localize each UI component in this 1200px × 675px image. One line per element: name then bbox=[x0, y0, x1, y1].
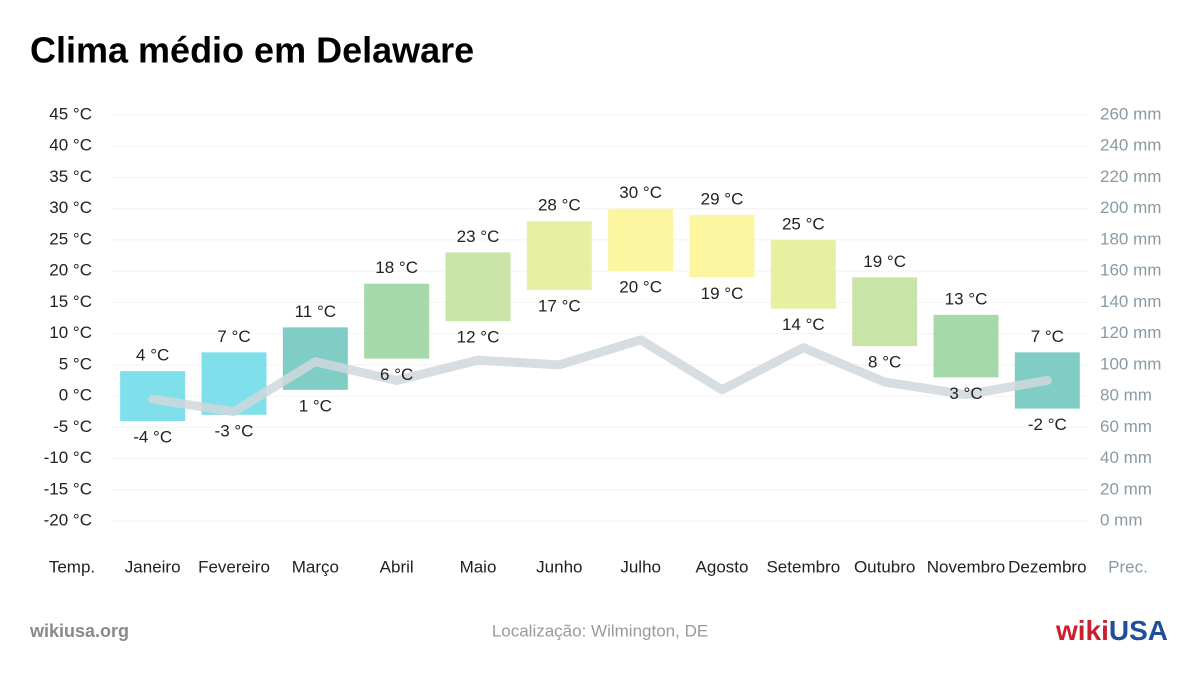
precipitation-line bbox=[148, 335, 1052, 417]
y2-tick-label: 40 mm bbox=[1100, 448, 1152, 467]
min-label: 3 °C bbox=[949, 384, 982, 403]
logo-wiki: wiki bbox=[1055, 615, 1109, 646]
y-tick-label: 0 °C bbox=[59, 386, 92, 405]
x-tick-label: Setembro bbox=[766, 557, 840, 576]
y-tick-label: 30 °C bbox=[49, 198, 92, 217]
y-tick-label: 40 °C bbox=[49, 136, 92, 155]
max-label: 28 °C bbox=[538, 196, 581, 215]
min-label: -3 °C bbox=[215, 421, 254, 440]
min-label: 8 °C bbox=[868, 353, 901, 372]
y-tick-label: 35 °C bbox=[49, 167, 92, 186]
temp-bar bbox=[933, 314, 999, 378]
x-tick-label: Maio bbox=[460, 557, 497, 576]
x-tick-label: Dezembro bbox=[1008, 557, 1086, 576]
y-tick-label: 20 °C bbox=[49, 261, 92, 280]
min-label: 1 °C bbox=[299, 396, 332, 415]
logo-usa: USA bbox=[1109, 615, 1168, 646]
min-label: 6 °C bbox=[380, 365, 413, 384]
min-label: 19 °C bbox=[701, 284, 744, 303]
y2-tick-label: 180 mm bbox=[1100, 229, 1161, 248]
y2-tick-label: 0 mm bbox=[1100, 510, 1143, 529]
temp-bar bbox=[852, 277, 918, 347]
x-tick-label: Junho bbox=[536, 557, 582, 576]
y2-tick-label: 60 mm bbox=[1100, 417, 1152, 436]
max-label: 4 °C bbox=[136, 346, 169, 365]
x-tick-label: Janeiro bbox=[125, 557, 181, 576]
y2-tick-label: 80 mm bbox=[1100, 386, 1152, 405]
max-label: 23 °C bbox=[457, 227, 500, 246]
y2-tick-label: 260 mm bbox=[1100, 104, 1161, 123]
max-label: 11 °C bbox=[295, 302, 336, 321]
max-label: 7 °C bbox=[217, 327, 250, 346]
y2-axis-label: Prec. bbox=[1108, 557, 1148, 576]
y-tick-label: -10 °C bbox=[44, 448, 92, 467]
x-tick-label: Outubro bbox=[854, 557, 915, 576]
y2-tick-label: 160 mm bbox=[1100, 261, 1161, 280]
chart-title: Clima médio em Delaware bbox=[30, 30, 474, 71]
y-tick-label: 10 °C bbox=[49, 323, 92, 342]
max-label: 29 °C bbox=[701, 189, 744, 208]
source: wikiusa.org bbox=[29, 621, 129, 641]
x-tick-label: Março bbox=[292, 557, 339, 576]
min-label: 20 °C bbox=[619, 278, 662, 297]
y2-tick-label: 120 mm bbox=[1100, 323, 1161, 342]
y2-tick-label: 220 mm bbox=[1100, 167, 1161, 186]
x-tick-label: Julho bbox=[620, 557, 661, 576]
temp-bar bbox=[445, 252, 511, 322]
y-tick-label: 15 °C bbox=[49, 292, 92, 311]
min-label: -2 °C bbox=[1028, 415, 1067, 434]
x-tick-label: Fevereiro bbox=[198, 557, 270, 576]
y2-tick-label: 200 mm bbox=[1100, 198, 1161, 217]
temp-bar bbox=[526, 221, 592, 290]
min-label: 14 °C bbox=[782, 315, 825, 334]
temp-bar bbox=[608, 208, 674, 272]
min-label: -4 °C bbox=[133, 428, 172, 447]
x-tick-label: Novembro bbox=[927, 557, 1005, 576]
max-label: 19 °C bbox=[863, 252, 906, 271]
y2-tick-label: 240 mm bbox=[1100, 136, 1161, 155]
y-tick-label: 25 °C bbox=[49, 229, 92, 248]
location: Localização: Wilmington, DE bbox=[492, 621, 708, 640]
min-label: 17 °C bbox=[538, 296, 581, 315]
logo: wikiUSA bbox=[1055, 615, 1168, 646]
max-label: 7 °C bbox=[1031, 327, 1064, 346]
y-axis-label: Temp. bbox=[49, 557, 95, 576]
y2-tick-label: 100 mm bbox=[1100, 354, 1161, 373]
max-label: 18 °C bbox=[375, 258, 418, 277]
y2-tick-label: 20 mm bbox=[1100, 479, 1152, 498]
min-label: 12 °C bbox=[457, 328, 500, 347]
y-tick-label: -15 °C bbox=[44, 479, 92, 498]
y-tick-label: 5 °C bbox=[59, 354, 92, 373]
max-label: 13 °C bbox=[945, 289, 988, 308]
x-tick-label: Abril bbox=[380, 557, 414, 576]
y-tick-label: 45 °C bbox=[49, 104, 92, 123]
y-tick-label: -5 °C bbox=[53, 417, 92, 436]
temp-bar bbox=[689, 214, 755, 278]
y2-tick-label: 140 mm bbox=[1100, 292, 1161, 311]
max-label: 25 °C bbox=[782, 214, 825, 233]
temp-bar bbox=[770, 239, 836, 309]
temp-bar bbox=[364, 283, 430, 359]
max-label: 30 °C bbox=[619, 183, 662, 202]
y-tick-label: -20 °C bbox=[44, 510, 92, 529]
x-tick-label: Agosto bbox=[696, 557, 749, 576]
